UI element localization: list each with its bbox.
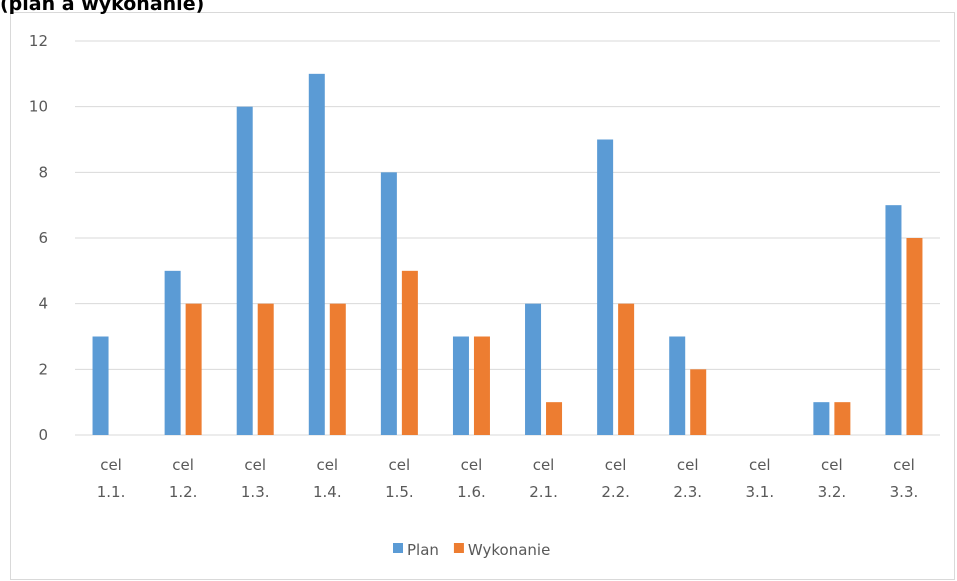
y-tick-label: 6 bbox=[38, 229, 48, 247]
y-tick-label: 2 bbox=[38, 360, 48, 378]
bar-plan-6 bbox=[452, 336, 469, 435]
x-tick-label: cel bbox=[389, 456, 411, 474]
x-tick-label: 1.4. bbox=[313, 483, 342, 501]
bar-plan-11 bbox=[813, 402, 830, 435]
bar-wykonanie-9 bbox=[690, 369, 707, 435]
chart-title: (plan a wykonanie) bbox=[0, 0, 205, 15]
y-tick-label: 12 bbox=[29, 32, 48, 50]
legend-label-plan: Plan bbox=[407, 541, 439, 559]
bars bbox=[92, 73, 923, 436]
x-tick-label: cel bbox=[100, 456, 122, 474]
x-tick-label: 3.1. bbox=[745, 483, 774, 501]
x-axis-tick-labels: cel 1.1. cel 1.2. cel 1.3. cel 1.4. cel 1.5. cel 1.… bbox=[97, 456, 919, 501]
x-tick-label: 2.3. bbox=[673, 483, 702, 501]
x-tick-label: 1.2. bbox=[169, 483, 198, 501]
bar-plan-12 bbox=[885, 205, 902, 435]
bar-plan-5 bbox=[380, 172, 397, 436]
x-tick-label: cel bbox=[893, 456, 915, 474]
legend: Plan Wykonanie bbox=[393, 541, 550, 559]
bar-plan-4 bbox=[308, 73, 325, 435]
bar-plan-2 bbox=[164, 270, 181, 435]
bar-wykonanie-2 bbox=[185, 303, 202, 435]
bar-plan-1 bbox=[92, 336, 109, 435]
x-tick-label: 1.5. bbox=[385, 483, 414, 501]
x-tick-label: 3.2. bbox=[818, 483, 847, 501]
x-tick-label: 2.1. bbox=[529, 483, 558, 501]
x-tick-label: cel bbox=[316, 456, 338, 474]
x-tick-label: cel bbox=[677, 456, 699, 474]
x-tick-label: cel bbox=[605, 456, 627, 474]
x-tick-label: cel bbox=[461, 456, 483, 474]
x-tick-label: 1.1. bbox=[97, 483, 126, 501]
y-tick-label: 10 bbox=[29, 98, 48, 116]
bar-plan-3 bbox=[236, 106, 253, 436]
gridlines bbox=[75, 40, 940, 436]
x-tick-label: 2.2. bbox=[601, 483, 630, 501]
x-tick-label: 3.3. bbox=[890, 483, 919, 501]
bar-wykonanie-4 bbox=[329, 303, 346, 435]
y-tick-label: 0 bbox=[38, 426, 48, 444]
y-axis-tick-labels: 0 2 4 6 8 10 12 bbox=[29, 32, 48, 444]
y-tick-label: 8 bbox=[38, 163, 48, 181]
bar-plan-8 bbox=[597, 139, 614, 435]
legend-swatch-plan bbox=[393, 543, 403, 553]
legend-swatch-wykonanie bbox=[453, 543, 464, 553]
bar-wykonanie-3 bbox=[257, 303, 274, 435]
x-tick-label: cel bbox=[244, 456, 266, 474]
x-tick-label: 1.6. bbox=[457, 483, 486, 501]
bar-wykonanie-8 bbox=[618, 303, 635, 435]
legend-label-wykonanie: Wykonanie bbox=[468, 541, 550, 559]
bar-wykonanie-7 bbox=[546, 402, 563, 435]
x-tick-label: cel bbox=[821, 456, 843, 474]
x-tick-label: cel bbox=[172, 456, 194, 474]
bar-wykonanie-11 bbox=[834, 402, 851, 435]
bar-wykonanie-5 bbox=[401, 270, 418, 435]
x-tick-label: cel bbox=[749, 456, 771, 474]
y-tick-label: 4 bbox=[38, 295, 48, 313]
bar-plan-7 bbox=[525, 303, 542, 435]
bar-plan-9 bbox=[669, 336, 686, 435]
bar-wykonanie-6 bbox=[473, 336, 490, 435]
x-tick-label: 1.3. bbox=[241, 483, 270, 501]
x-tick-label: cel bbox=[533, 456, 555, 474]
bar-wykonanie-12 bbox=[906, 238, 923, 435]
